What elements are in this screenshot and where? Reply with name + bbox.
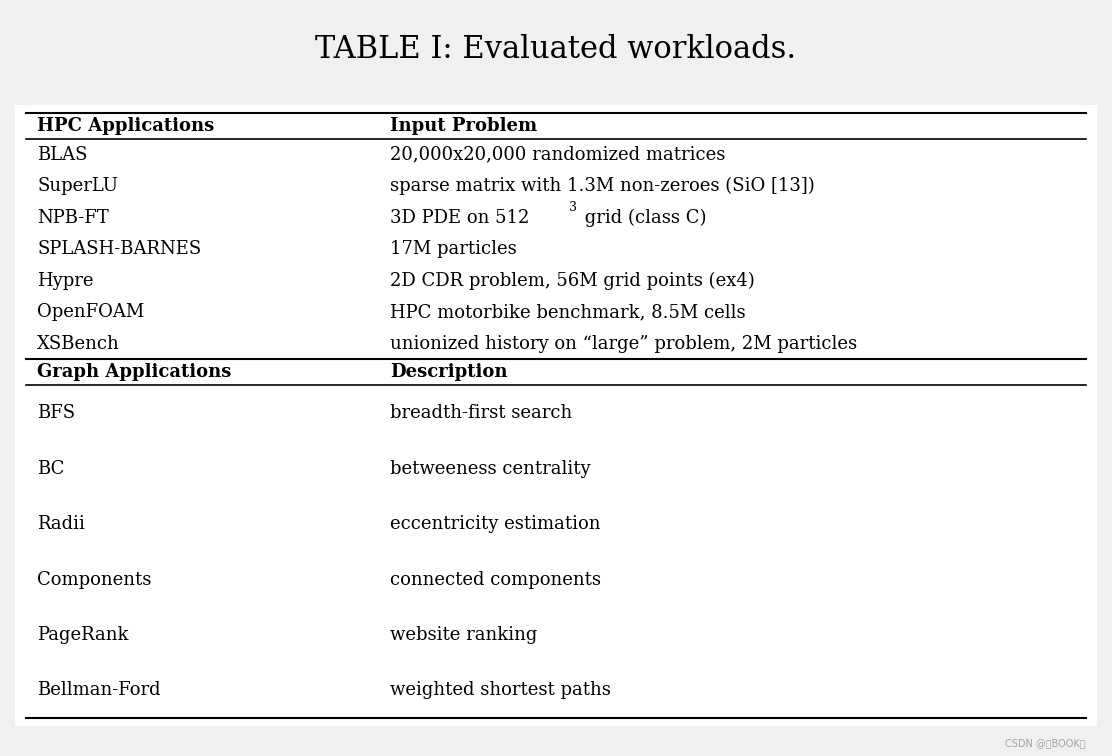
Text: connected components: connected components	[390, 571, 602, 589]
Text: NPB-FT: NPB-FT	[38, 209, 109, 227]
Text: betweeness centrality: betweeness centrality	[390, 460, 592, 478]
Text: website ranking: website ranking	[390, 626, 538, 644]
Text: HPC motorbike benchmark, 8.5M cells: HPC motorbike benchmark, 8.5M cells	[390, 303, 746, 321]
Text: XSBench: XSBench	[38, 335, 120, 352]
Text: eccentricity estimation: eccentricity estimation	[390, 515, 600, 533]
Text: CSDN @书BOOK居: CSDN @书BOOK居	[1005, 738, 1085, 748]
Text: HPC Applications: HPC Applications	[38, 116, 215, 135]
Text: SPLASH-BARNES: SPLASH-BARNES	[38, 240, 201, 258]
Text: 3: 3	[569, 201, 577, 214]
Text: Input Problem: Input Problem	[390, 116, 537, 135]
Text: grid (class C): grid (class C)	[579, 209, 707, 227]
Text: Bellman-Ford: Bellman-Ford	[38, 681, 161, 699]
Text: sparse matrix with 1.3M non-zeroes (SiO [13]): sparse matrix with 1.3M non-zeroes (SiO …	[390, 177, 815, 195]
Text: 3D PDE on 512: 3D PDE on 512	[390, 209, 529, 227]
Text: Hypre: Hypre	[38, 271, 93, 290]
Text: BLAS: BLAS	[38, 145, 88, 163]
Text: TABLE I: Evaluated workloads.: TABLE I: Evaluated workloads.	[316, 34, 796, 65]
Text: 20,000x20,000 randomized matrices: 20,000x20,000 randomized matrices	[390, 145, 726, 163]
Text: Graph Applications: Graph Applications	[38, 364, 231, 381]
Text: weighted shortest paths: weighted shortest paths	[390, 681, 612, 699]
Text: BC: BC	[38, 460, 64, 478]
Bar	[16, 105, 1096, 726]
Text: OpenFOAM: OpenFOAM	[38, 303, 145, 321]
Text: Radii: Radii	[38, 515, 86, 533]
Text: 2D CDR problem, 56M grid points (ex4): 2D CDR problem, 56M grid points (ex4)	[390, 271, 755, 290]
Text: PageRank: PageRank	[38, 626, 129, 644]
Text: 3D PDE on 512: 3D PDE on 512	[390, 209, 529, 227]
Text: unionized history on “large” problem, 2M particles: unionized history on “large” problem, 2M…	[390, 335, 857, 352]
Text: BFS: BFS	[38, 404, 76, 422]
Text: SuperLU: SuperLU	[38, 177, 118, 195]
Text: breadth-first search: breadth-first search	[390, 404, 573, 422]
Text: 17M particles: 17M particles	[390, 240, 517, 258]
Text: Description: Description	[390, 364, 508, 381]
Text: Components: Components	[38, 571, 151, 589]
Text: 3: 3	[569, 201, 577, 214]
